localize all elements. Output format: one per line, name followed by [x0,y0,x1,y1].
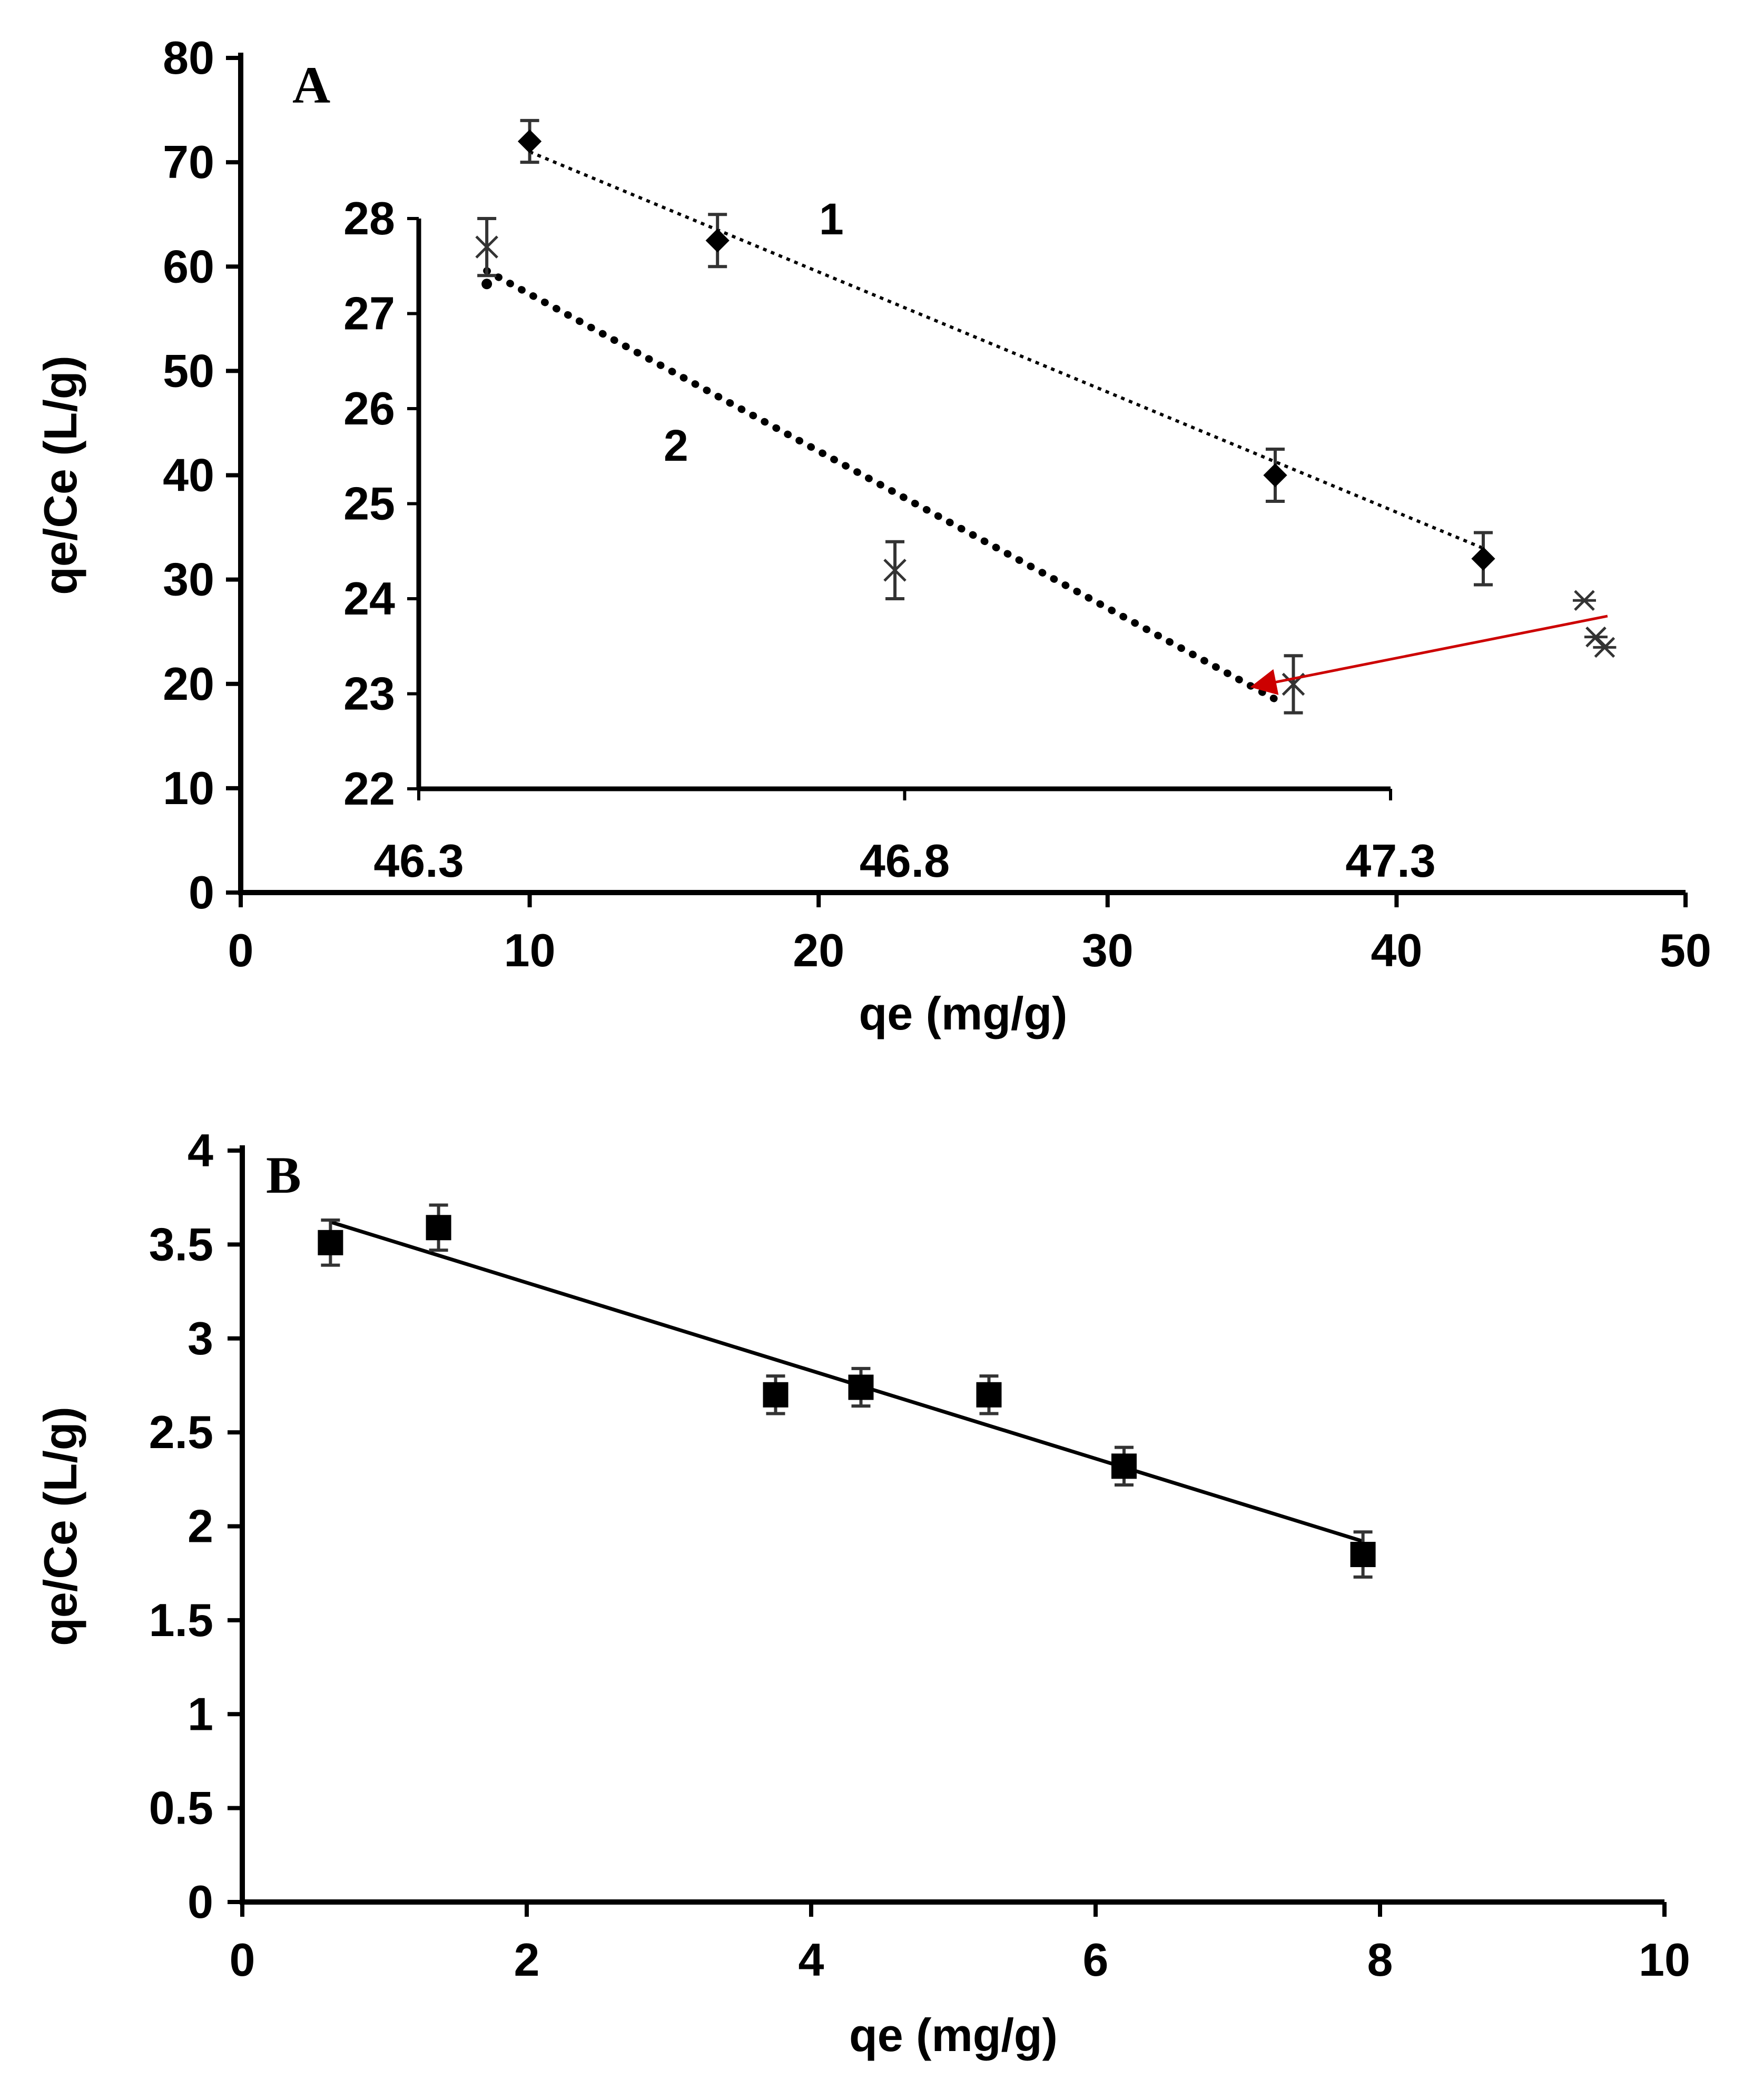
series-b-point [848,1374,874,1400]
y-tick-label: 0.5 [149,1782,213,1834]
y-tick-label: 10 [163,762,214,814]
panel-label-a: A [292,56,330,114]
y-axis-title: qe/Ce (L/g) [34,355,86,595]
y-tick-label: 1 [188,1688,213,1740]
inset-x-tick-label: 46.8 [860,835,950,887]
inset-y-tick-label: 26 [343,382,395,434]
series-1-label: 1 [819,194,844,244]
x-tick-label: 10 [1639,1934,1690,1986]
inset-y-tick-label: 24 [343,572,395,625]
x-tick-label: 6 [1083,1934,1109,1986]
y-tick-label: 60 [163,240,214,292]
y-tick-label: 2 [188,1500,213,1552]
y-tick-label: 50 [163,344,214,397]
inset-y-tick-label: 28 [343,192,395,244]
y-tick-label: 3 [188,1312,213,1364]
series-2-point-stroke2 [883,559,907,582]
series-1-trendline [529,150,1484,550]
y-tick-label: 20 [163,658,214,710]
x-tick-label: 2 [514,1934,540,1986]
y-tick-label: 3.5 [149,1218,213,1270]
y-tick-label: 40 [163,449,214,501]
red-arrow-annotation [1250,615,1608,695]
y-tick-label: 2.5 [149,1406,213,1458]
series-b-point [1350,1542,1376,1568]
x-tick-label: 10 [504,924,556,976]
series-b-point [318,1230,343,1255]
series-1-point [517,129,542,154]
series-2-fit-point [481,279,492,290]
series-b-point [763,1382,789,1408]
panel-label-b: B [266,1146,301,1204]
x-tick-label: 0 [228,924,254,976]
inset-x-tick-label: 46.3 [373,835,464,887]
y-tick-label: 0 [189,866,214,918]
x-tick-label: 8 [1367,1934,1393,1986]
inset-x-tick-label: 47.3 [1345,835,1435,887]
y-tick-label: 80 [163,32,214,84]
chart-panel-a: 0 10 20 30 40 50 60 70 80 0 10 20 30 40 50 qe (mg/g) qe/… [34,32,1711,1039]
series-1-point [1263,463,1287,488]
inset-y-tick-label: 25 [343,478,395,530]
x-tick-label: 50 [1660,924,1711,976]
chart-panel-b: 0 0.5 1 1.5 2 2.5 3 3.5 4 0 2 4 6 8 10 qe (mg/g) qe/Ce (… [34,1124,1690,2061]
x-axis-title: qe (mg/g) [849,2009,1058,2061]
series-b-point [1111,1453,1137,1479]
x-tick-label: 4 [799,1934,824,1986]
y-tick-label: 0 [188,1876,213,1928]
inset-y-tick-label: 22 [343,762,395,815]
inset-y-tick-label: 23 [343,668,395,720]
series-2-trendline [483,267,1278,702]
y-tick-label: 30 [163,553,214,606]
series-1-point [1471,547,1495,571]
series-2-label: 2 [664,421,688,470]
y-tick-label: 4 [188,1124,213,1176]
y-axis-title: qe/Ce (L/g) [34,1406,86,1646]
x-tick-label: 30 [1082,924,1134,976]
y-tick-label: 70 [163,136,214,188]
series-b-point [976,1382,1002,1408]
series-2-point-stroke2 [475,235,498,259]
x-tick-label: 0 [230,1934,255,1986]
x-tick-label: 40 [1371,924,1422,976]
series-b-trendline [330,1220,1364,1543]
inset-y-tick-label: 27 [343,288,395,340]
y-tick-label: 1.5 [149,1594,213,1646]
x-axis-title: qe (mg/g) [859,987,1068,1039]
x-tick-label: 20 [793,924,844,976]
series-b-point [426,1215,451,1241]
